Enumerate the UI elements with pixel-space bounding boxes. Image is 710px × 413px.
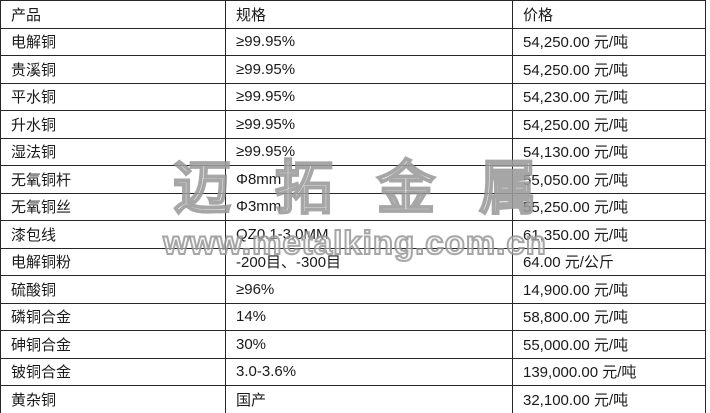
price-cell: 14,900.00 元/吨 — [512, 275, 706, 304]
spec-cell: ≥99.95% — [225, 110, 513, 139]
spec-cell: Φ3mm — [225, 192, 513, 221]
price-cell: 58,800.00 元/吨 — [512, 302, 706, 331]
spec-cell: 30% — [225, 330, 513, 359]
table-row: 湿法铜 ≥99.95% 54,130.00 元/吨 — [0, 137, 706, 166]
table-row: 砷铜合金 30% 55,000.00 元/吨 — [0, 330, 706, 359]
price-cell: 54,250.00 元/吨 — [512, 27, 706, 56]
table-row: 无氧铜丝 Φ3mm 55,250.00 元/吨 — [0, 192, 706, 221]
product-cell: 平水铜 — [0, 82, 226, 111]
price-cell: 54,230.00 元/吨 — [512, 82, 706, 111]
spec-cell: ≥99.95% — [225, 55, 513, 84]
product-cell: 黄杂铜 — [0, 385, 226, 413]
table-row: 漆包线 QZ0.1-3.0MM 61,350.00 元/吨 — [0, 220, 706, 249]
product-cell: 升水铜 — [0, 110, 226, 139]
table-header-row: 产品 规格 价格 — [0, 0, 706, 29]
product-cell: 硫酸铜 — [0, 275, 226, 304]
price-cell: 61,350.00 元/吨 — [512, 220, 706, 249]
table-row: 贵溪铜 ≥99.95% 54,250.00 元/吨 — [0, 55, 706, 84]
table-row: 铍铜合金 3.0-3.6% 139,000.00 元/吨 — [0, 357, 706, 386]
product-cell: 电解铜 — [0, 27, 226, 56]
table-row: 平水铜 ≥99.95% 54,230.00 元/吨 — [0, 82, 706, 111]
table-row: 无氧铜杆 Φ8mm 55,050.00 元/吨 — [0, 165, 706, 194]
price-cell: 64.00 元/公斤 — [512, 247, 706, 276]
product-cell: 无氧铜杆 — [0, 165, 226, 194]
product-cell: 铍铜合金 — [0, 357, 226, 386]
product-cell: 贵溪铜 — [0, 55, 226, 84]
spec-cell: Φ8mm — [225, 165, 513, 194]
column-header-spec: 规格 — [225, 0, 513, 29]
table-row: 电解铜 ≥99.95% 54,250.00 元/吨 — [0, 27, 706, 56]
column-header-product: 产品 — [0, 0, 226, 29]
price-cell: 55,000.00 元/吨 — [512, 330, 706, 359]
price-cell: 32,100.00 元/吨 — [512, 385, 706, 413]
spec-cell: 14% — [225, 302, 513, 331]
price-cell: 54,250.00 元/吨 — [512, 110, 706, 139]
product-cell: 漆包线 — [0, 220, 226, 249]
price-cell: 55,250.00 元/吨 — [512, 192, 706, 221]
product-cell: 磷铜合金 — [0, 302, 226, 331]
table-row: 黄杂铜 国产 32,100.00 元/吨 — [0, 385, 706, 413]
spec-cell: ≥99.95% — [225, 27, 513, 56]
price-cell: 139,000.00 元/吨 — [512, 357, 706, 386]
table-row: 磷铜合金 14% 58,800.00 元/吨 — [0, 302, 706, 331]
product-cell: 湿法铜 — [0, 137, 226, 166]
price-table-body: 电解铜 ≥99.95% 54,250.00 元/吨 贵溪铜 ≥99.95% 54,250.… — [0, 27, 706, 413]
table-row: 升水铜 ≥99.95% 54,250.00 元/吨 — [0, 110, 706, 139]
column-header-price: 价格 — [512, 0, 706, 29]
spec-cell: 国产 — [225, 385, 513, 413]
price-cell: 54,130.00 元/吨 — [512, 137, 706, 166]
spec-cell: ≥99.95% — [225, 82, 513, 111]
product-cell: 电解铜粉 — [0, 247, 226, 276]
spec-cell: ≥96% — [225, 275, 513, 304]
product-cell: 无氧铜丝 — [0, 192, 226, 221]
price-cell: 54,250.00 元/吨 — [512, 55, 706, 84]
price-cell: 55,050.00 元/吨 — [512, 165, 706, 194]
spec-cell: 3.0-3.6% — [225, 357, 513, 386]
spec-cell: QZ0.1-3.0MM — [225, 220, 513, 249]
product-cell: 砷铜合金 — [0, 330, 226, 359]
spec-cell: -200目、-300目 — [225, 247, 513, 276]
table-row: 硫酸铜 ≥96% 14,900.00 元/吨 — [0, 275, 706, 304]
spec-cell: ≥99.95% — [225, 137, 513, 166]
table-row: 电解铜粉 -200目、-300目 64.00 元/公斤 — [0, 247, 706, 276]
